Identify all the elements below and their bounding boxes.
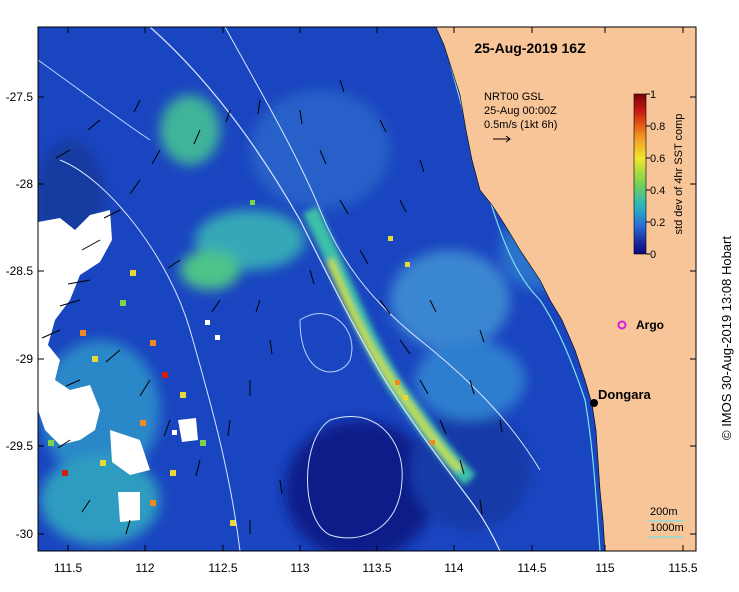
colorbar-tick-label: 0.6 [650, 153, 665, 165]
x-tick-label: 112.5 [208, 561, 237, 575]
x-tick-label: 114.5 [517, 561, 546, 575]
x-tick-label: 113 [290, 561, 309, 575]
colorbar-ticks: 1 0.8 0.6 0.4 0.2 0 [646, 89, 665, 261]
colorbar-tick-label: 0.4 [650, 185, 665, 197]
argo-float-icon [617, 320, 627, 330]
y-tick-label: -28.5 [6, 264, 34, 278]
isobath-label-1000: 1000m [650, 522, 684, 534]
y-tick-label: -29.5 [6, 439, 34, 453]
coastline-land [435, 27, 696, 551]
argo-marker: Argo [617, 318, 664, 332]
colorbar-tick-label: 0 [650, 249, 656, 261]
isobath-legend: 200m 1000m [648, 506, 684, 538]
x-tick-label: 114 [444, 561, 463, 575]
credit-text: © IMOS 30-Aug-2019 13:08 Hobart [719, 236, 734, 440]
x-tick-label: 113.5 [362, 561, 391, 575]
y-tick-label: -29 [16, 352, 34, 366]
legend-scale: 0.5m/s (1kt 6h) [484, 119, 557, 131]
town-dot-icon [590, 399, 598, 407]
legend-arrow-icon [493, 135, 511, 143]
x-tick-label: 112 [135, 561, 154, 575]
town-marker: Dongara [590, 387, 652, 407]
colorbar-scale [633, 93, 647, 255]
x-tick-label: 115 [595, 561, 614, 575]
legend-time: 25-Aug 00:00Z [484, 105, 557, 117]
cloud-mask [38, 210, 220, 522]
x-tick-label: 115.5 [668, 561, 697, 575]
colorbar-tick-label: 1 [650, 89, 656, 101]
thermal-front [302, 206, 476, 486]
current-legend: NRT00 GSL 25-Aug 00:00Z 0.5m/s (1kt 6h) [484, 91, 557, 143]
legend-product: NRT00 GSL [484, 91, 544, 103]
x-axis: 111.5 112 112.5 113 113.5 114 114.5 115 115.5 [54, 27, 698, 575]
colorbar-tick-label: 0.2 [650, 217, 665, 229]
isobath-label-200: 200m [650, 506, 678, 518]
y-tick-label: -30 [16, 527, 34, 541]
y-tick-label: -28 [16, 177, 34, 191]
colorbar-tick-label: 0.8 [650, 121, 665, 133]
town-label: Dongara [598, 387, 652, 402]
y-axis: -27.5 -28 -28.5 -29 -29.5 -30 [6, 90, 696, 541]
colorbar: 1 0.8 0.6 0.4 0.2 0 std dev of 4hr SST comp [633, 89, 685, 261]
argo-label: Argo [636, 318, 664, 332]
isobath-1000m [149, 27, 501, 551]
plot-area [38, 27, 696, 551]
x-tick-label: 111.5 [54, 561, 83, 575]
colorbar-label: std dev of 4hr SST comp [673, 114, 685, 235]
current-vectors [41, 79, 503, 535]
map-title: 25-Aug-2019 16Z [474, 40, 586, 56]
y-tick-label: -27.5 [6, 90, 34, 104]
plot-frame [37, 26, 697, 552]
sst-speckles [48, 200, 435, 526]
